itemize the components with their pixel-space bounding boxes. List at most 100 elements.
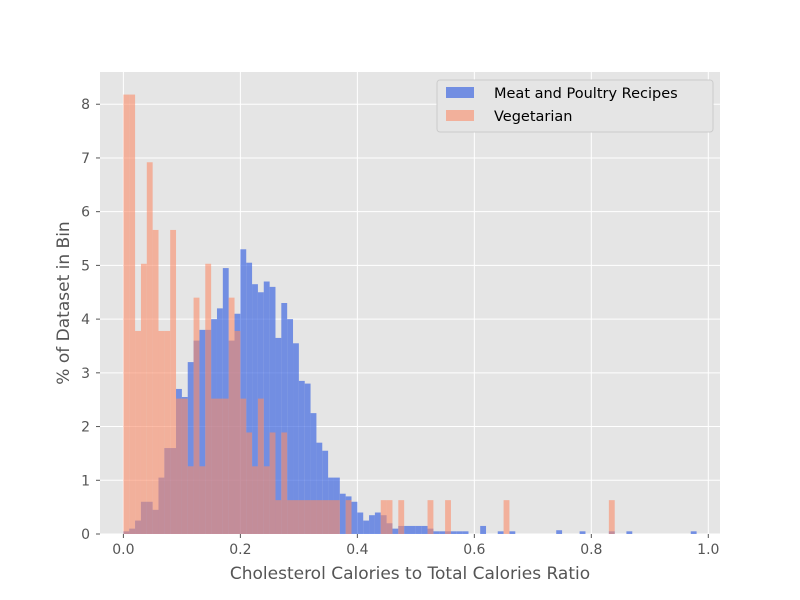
histogram-bar <box>199 466 206 534</box>
histogram-bar <box>456 531 463 534</box>
y-axis-title: % of Dataset in Bin <box>54 221 74 384</box>
y-tick-label: 7 <box>81 151 90 167</box>
histogram-bar <box>333 500 340 534</box>
histogram-bar <box>158 330 165 534</box>
y-axis-ticks: 0 1 2 3 4 5 6 7 8 <box>81 97 100 543</box>
histogram-bar <box>263 281 270 534</box>
histogram-bar <box>246 262 253 534</box>
y-tick-label: 3 <box>81 366 90 382</box>
y-tick-label: 8 <box>81 97 90 113</box>
histogram-bar <box>345 500 352 534</box>
histogram-bar <box>199 329 206 534</box>
histogram-bar <box>450 531 457 534</box>
histogram-bar <box>322 500 329 534</box>
histogram-bar <box>421 525 428 534</box>
histogram-bar <box>410 525 416 534</box>
histogram-bar <box>269 286 276 534</box>
histogram-bar <box>170 229 177 535</box>
histogram-bar <box>211 398 217 534</box>
histogram-bar <box>181 398 188 534</box>
histogram-bar <box>287 500 294 534</box>
histogram-bar <box>392 528 399 534</box>
histogram-bar <box>176 398 182 534</box>
histogram-bar <box>234 330 241 534</box>
histogram-bar <box>129 94 136 534</box>
histogram-bar <box>252 466 258 534</box>
histogram-bar <box>228 297 235 534</box>
histogram-bar <box>164 330 171 534</box>
histogram-bar <box>445 500 451 534</box>
histogram-bar <box>369 515 375 534</box>
histogram-bar <box>146 162 153 534</box>
histogram-bar <box>398 500 405 534</box>
histogram-bar <box>281 303 288 534</box>
histogram-bar <box>123 94 130 534</box>
y-tick-label: 0 <box>81 527 90 543</box>
histogram-bar <box>339 493 346 534</box>
x-tick-label: 0.2 <box>229 542 251 558</box>
histogram-bar <box>439 531 446 534</box>
histogram-bar <box>216 398 223 534</box>
histogram-bar <box>462 531 469 534</box>
x-tick-label: 0.8 <box>580 542 602 558</box>
histogram-bar <box>257 398 264 534</box>
histogram-bar <box>140 263 147 534</box>
histogram-bar <box>269 432 276 534</box>
histogram-bar <box>222 398 229 534</box>
legend-label-vegetarian: Vegetarian <box>494 109 572 125</box>
histogram-bar <box>374 512 381 534</box>
histogram-bar <box>298 380 305 534</box>
histogram-bar <box>328 500 334 534</box>
histogram-bar <box>608 500 615 534</box>
histogram-bar <box>433 531 440 534</box>
histogram-bar <box>152 229 159 535</box>
x-axis-title: Cholesterol Calories to Total Calories R… <box>230 564 590 584</box>
histogram-bar <box>304 500 311 534</box>
y-tick-label: 1 <box>81 473 90 489</box>
histogram-bar <box>293 500 299 534</box>
y-tick-label: 4 <box>81 312 90 328</box>
histogram-bar <box>240 249 247 535</box>
histogram-bar <box>275 337 282 534</box>
histogram-bar <box>509 531 516 534</box>
histogram-bar <box>316 500 323 534</box>
vegetarian-series-bars <box>123 94 615 535</box>
histogram-bar <box>690 531 697 534</box>
legend-box <box>436 79 714 133</box>
histogram-bar <box>304 383 311 534</box>
histogram-bar <box>380 500 387 534</box>
x-axis-ticks: 0.0 0.2 0.4 0.6 0.8 1.0 <box>112 534 719 558</box>
histogram-bar <box>351 501 358 534</box>
histogram-bar <box>497 531 504 534</box>
histogram-bar <box>427 500 434 534</box>
histogram-bar <box>556 530 563 534</box>
histogram-bar <box>316 442 323 534</box>
histogram-bar <box>310 413 317 534</box>
histogram-bar <box>626 531 633 534</box>
histogram-bar <box>404 525 410 534</box>
legend-swatch-vegetarian <box>446 110 474 121</box>
histogram-bar <box>281 432 288 534</box>
x-tick-label: 0.0 <box>112 542 134 558</box>
legend: Meat and Poultry Recipes Vegetarian <box>436 79 714 133</box>
histogram-bar <box>263 466 270 534</box>
histogram-bar <box>363 520 370 534</box>
histogram-bar <box>287 319 294 534</box>
histogram-bar <box>357 512 364 534</box>
histogram-bar <box>240 398 247 534</box>
histogram-bar <box>480 525 487 534</box>
histogram-bar <box>205 263 212 534</box>
x-tick-label: 0.6 <box>463 542 485 558</box>
legend-label-meat: Meat and Poultry Recipes <box>494 86 678 102</box>
histogram-bar <box>579 531 586 534</box>
y-tick-label: 2 <box>81 420 90 436</box>
histogram-bar <box>298 500 305 534</box>
histogram-bar <box>386 500 393 534</box>
y-tick-label: 5 <box>81 258 90 274</box>
histogram-bar <box>252 284 258 534</box>
histogram-bar <box>275 500 282 534</box>
x-tick-label: 0.4 <box>346 542 368 558</box>
histogram-bar <box>322 450 329 534</box>
histogram-bar <box>135 330 141 534</box>
